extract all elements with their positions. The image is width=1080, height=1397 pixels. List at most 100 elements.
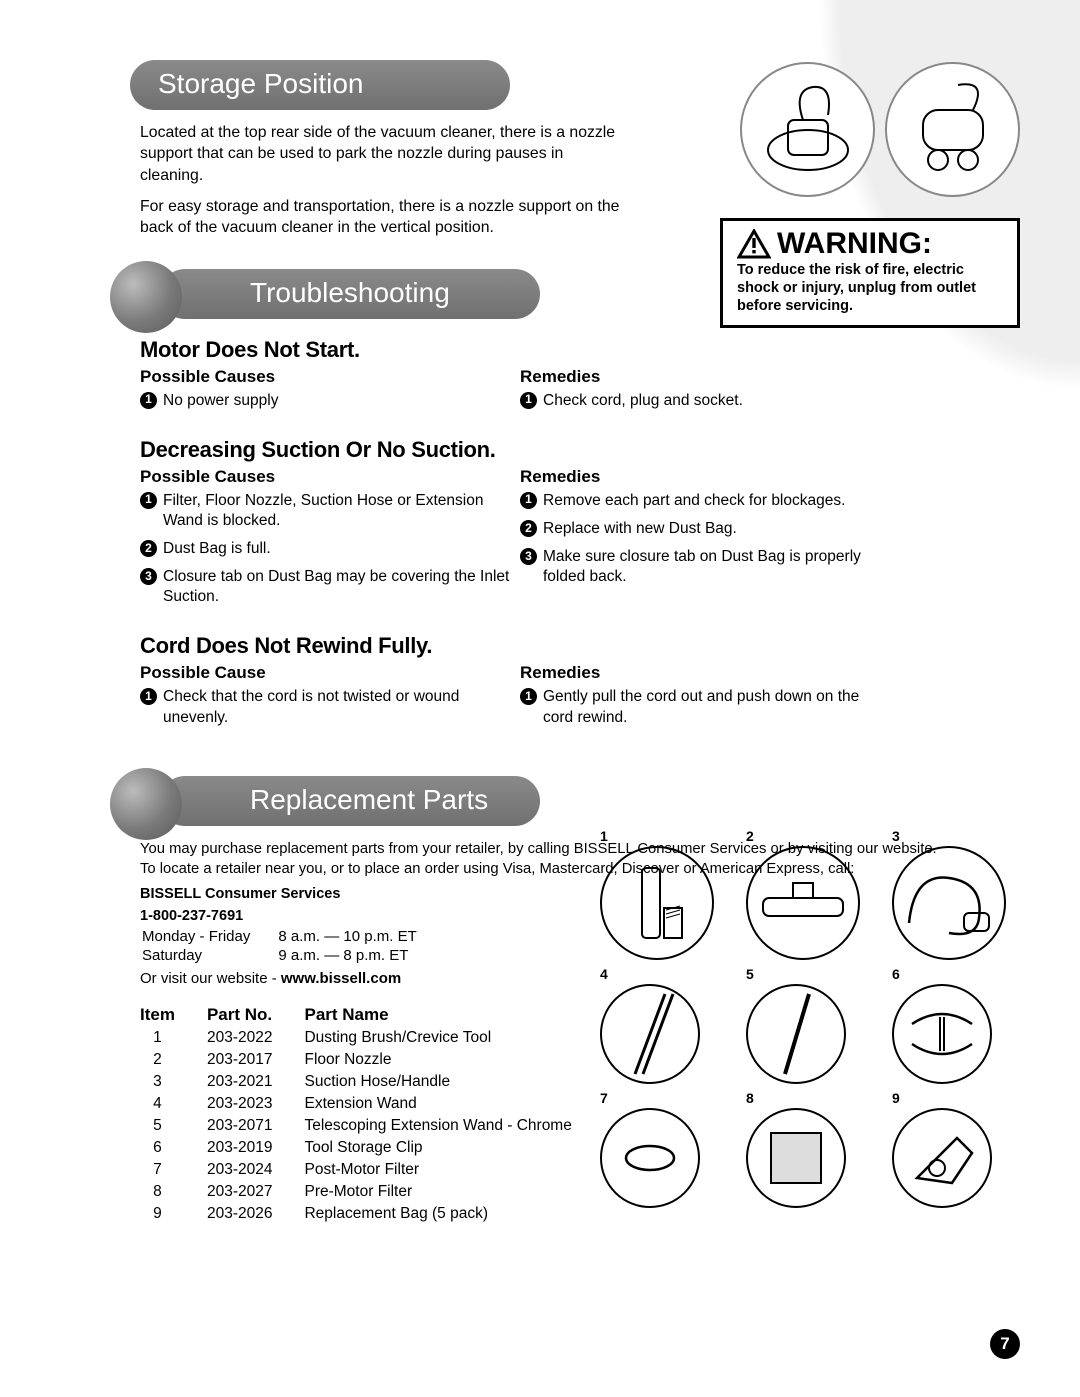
table-row: 9203-2026Replacement Bag (5 pack) [140, 1205, 604, 1227]
heading-storage-text: Storage Position [158, 68, 363, 99]
cause-text: Dust Bag is full. [163, 539, 271, 559]
table-row: 3203-2021Suction Hose/Handle [140, 1073, 604, 1095]
hours-days: Monday - Friday [142, 928, 276, 945]
website-url: www.bissell.com [281, 970, 401, 987]
causes-label: Possible Cause [140, 663, 520, 683]
heading-replacement: Replacement Parts [160, 776, 540, 826]
table-row: 2203-2017Floor Nozzle [140, 1051, 604, 1073]
causes-label: Possible Causes [140, 367, 520, 387]
decorative-ball [110, 768, 182, 840]
hours-days: Saturday [142, 947, 276, 964]
parts-cell-no: 203-2021 [207, 1073, 305, 1095]
number-badge: 2 [520, 520, 537, 537]
parts-cell-item: 9 [140, 1205, 207, 1227]
number-badge: 2 [140, 540, 157, 557]
consumer-services-label: BISSELL Consumer Services [140, 886, 1020, 902]
parts-table: Item Part No. Part Name 1203-2022Dusting… [140, 1005, 604, 1227]
parts-cell-name: Suction Hose/Handle [304, 1073, 603, 1095]
cause-item: 3 Closure tab on Dust Bag may be covering… [140, 567, 510, 607]
parts-cell-name: Floor Nozzle [304, 1051, 603, 1073]
cause-item: 1 No power supply [140, 391, 510, 411]
heading-replacement-text: Replacement Parts [250, 784, 488, 815]
website-prefix: Or visit our website - [140, 970, 281, 987]
parts-cell-item: 8 [140, 1183, 207, 1205]
storage-para-2: For easy storage and transportation, the… [140, 196, 620, 239]
number-badge: 1 [520, 392, 537, 409]
cause-text: Closure tab on Dust Bag may be covering … [163, 567, 510, 607]
website-line: Or visit our website - www.bissell.com [140, 970, 1020, 987]
number-badge: 1 [140, 392, 157, 409]
remedies-label: Remedies [520, 367, 1020, 387]
cause-item: 1 Filter, Floor Nozzle, Suction Hose or E… [140, 491, 510, 531]
remedies-label: Remedies [520, 663, 1020, 683]
parts-cell-no: 203-2019 [207, 1139, 305, 1161]
parts-cell-item: 3 [140, 1073, 207, 1095]
number-badge: 1 [520, 688, 537, 705]
parts-cell-no: 203-2071 [207, 1117, 305, 1139]
parts-cell-item: 5 [140, 1117, 207, 1139]
parts-cell-no: 203-2027 [207, 1183, 305, 1205]
parts-cell-item: 1 [140, 1029, 207, 1051]
remedy-text: Gently pull the cord out and push down o… [543, 687, 890, 727]
remedy-text: Remove each part and check for blockages… [543, 491, 845, 511]
remedy-item: 1 Gently pull the cord out and push down … [520, 687, 890, 727]
phone-number: 1-800-237-7691 [140, 908, 1020, 924]
table-row: 1203-2022Dusting Brush/Crevice Tool [140, 1029, 604, 1051]
hours-time: 9 a.m. — 8 p.m. ET [278, 947, 442, 964]
issue-title: Cord Does Not Rewind Fully. [140, 633, 1020, 659]
section-storage: Storage Position Located at the top rear… [140, 60, 1020, 239]
table-row: 7203-2024Post-Motor Filter [140, 1161, 604, 1183]
remedy-text: Make sure closure tab on Dust Bag is pro… [543, 547, 890, 587]
parts-cell-no: 203-2023 [207, 1095, 305, 1117]
heading-troubleshooting: Troubleshooting [160, 269, 540, 319]
table-row: 5203-2071Telescoping Extension Wand - Ch… [140, 1117, 604, 1139]
heading-troubleshooting-text: Troubleshooting [250, 277, 450, 308]
parts-cell-name: Replacement Bag (5 pack) [304, 1205, 603, 1227]
parts-cell-no: 203-2022 [207, 1029, 305, 1051]
hours-table: Monday - Friday8 a.m. — 10 p.m. ETSaturd… [140, 926, 445, 966]
page-number: 7 [990, 1329, 1020, 1359]
cause-text: No power supply [163, 391, 278, 411]
cause-text: Filter, Floor Nozzle, Suction Hose or Ex… [163, 491, 510, 531]
number-badge: 1 [140, 492, 157, 509]
remedy-item: 3 Make sure closure tab on Dust Bag is pr… [520, 547, 890, 587]
number-badge: 1 [140, 688, 157, 705]
causes-label: Possible Causes [140, 467, 520, 487]
storage-para-1: Located at the top rear side of the vacu… [140, 122, 620, 186]
remedy-text: Check cord, plug and socket. [543, 391, 743, 411]
remedy-item: 1 Check cord, plug and socket. [520, 391, 890, 411]
decorative-ball [110, 261, 182, 333]
table-row: 6203-2019Tool Storage Clip [140, 1139, 604, 1161]
col-partno: Part No. [207, 1005, 305, 1029]
cause-text: Check that the cord is not twisted or wo… [163, 687, 510, 727]
number-badge: 3 [140, 568, 157, 585]
parts-cell-name: Extension Wand [304, 1095, 603, 1117]
parts-cell-no: 203-2026 [207, 1205, 305, 1227]
heading-storage: Storage Position [130, 60, 510, 110]
parts-cell-item: 7 [140, 1161, 207, 1183]
hours-time: 8 a.m. — 10 p.m. ET [278, 928, 442, 945]
parts-cell-item: 2 [140, 1051, 207, 1073]
number-badge: 3 [520, 548, 537, 565]
replacement-intro: You may purchase replacement parts from … [140, 840, 940, 880]
parts-cell-no: 203-2024 [207, 1161, 305, 1183]
parts-cell-name: Telescoping Extension Wand - Chrome [304, 1117, 603, 1139]
parts-cell-item: 6 [140, 1139, 207, 1161]
parts-cell-name: Pre-Motor Filter [304, 1183, 603, 1205]
parts-cell-name: Tool Storage Clip [304, 1139, 603, 1161]
cause-item: 1 Check that the cord is not twisted or w… [140, 687, 510, 727]
parts-cell-item: 4 [140, 1095, 207, 1117]
remedy-item: 2Replace with new Dust Bag. [520, 519, 890, 539]
section-troubleshooting: Troubleshooting Motor Does Not Start. Pos… [140, 269, 1020, 736]
issue-title: Decreasing Suction Or No Suction. [140, 437, 1020, 463]
parts-cell-no: 203-2017 [207, 1051, 305, 1073]
section-replacement: Replacement Parts You may purchase repla… [140, 776, 1020, 1227]
number-badge: 1 [520, 492, 537, 509]
parts-cell-name: Dusting Brush/Crevice Tool [304, 1029, 603, 1051]
col-item: Item [140, 1005, 207, 1029]
issue-title: Motor Does Not Start. [140, 337, 1020, 363]
table-row: 8203-2027Pre-Motor Filter [140, 1183, 604, 1205]
remedies-label: Remedies [520, 467, 1020, 487]
cause-item: 2 Dust Bag is full. [140, 539, 510, 559]
parts-cell-name: Post-Motor Filter [304, 1161, 603, 1183]
